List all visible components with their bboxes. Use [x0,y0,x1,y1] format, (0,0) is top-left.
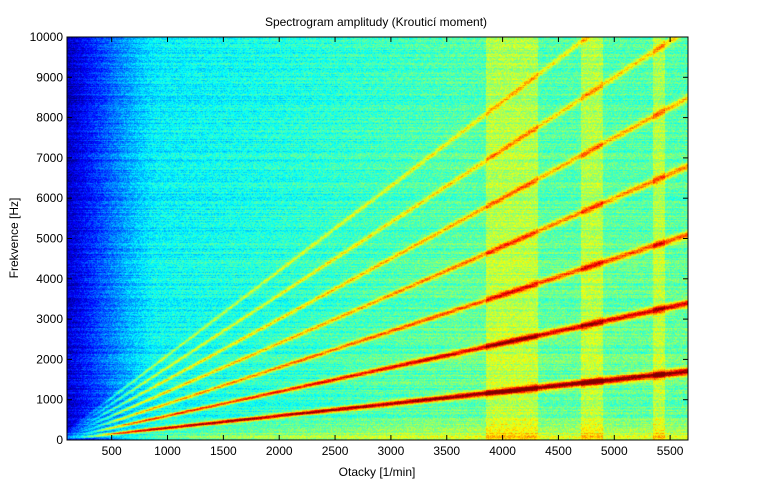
y-tick-label: 3000 [36,312,63,326]
y-tick-label: 1000 [36,393,63,407]
x-axis-ticks: 500 1000 1500 2000 2500 3000 3500 4000 4500 5000 5… [102,37,684,458]
y-axis-ticks: 0 1000 2000 3000 4000 5000 6000 7000 8000 9000 100… [30,30,688,447]
y-tick-label: 10000 [30,30,64,44]
y-tick-label: 8000 [36,111,63,125]
x-tick-label: 1000 [154,444,181,458]
y-tick-label: 4000 [36,272,63,286]
y-tick-label: 9000 [36,70,63,84]
x-tick-label: 5500 [657,444,684,458]
x-tick-label: 2000 [266,444,293,458]
spectrogram-heatmap [67,37,688,440]
y-tick-label: 0 [56,433,63,447]
x-tick-label: 4500 [545,444,572,458]
x-tick-label: 1500 [210,444,237,458]
x-tick-label: 2500 [322,444,349,458]
x-tick-label: 500 [102,444,122,458]
y-axis-label: Frekvence [Hz] [7,198,21,279]
y-tick-label: 2000 [36,352,63,366]
plot-area [66,36,689,441]
y-tick-label: 7000 [36,151,63,165]
x-axis-label: Otacky [1/min] [339,465,416,479]
y-tick-label: 5000 [36,232,63,246]
x-tick-label: 5000 [601,444,628,458]
x-tick-label: 3000 [378,444,405,458]
x-tick-label: 4000 [489,444,516,458]
x-tick-label: 3500 [433,444,460,458]
y-tick-label: 6000 [36,191,63,205]
chart-title: Spectrogram amplitudy (Krouticí moment) [265,15,487,29]
